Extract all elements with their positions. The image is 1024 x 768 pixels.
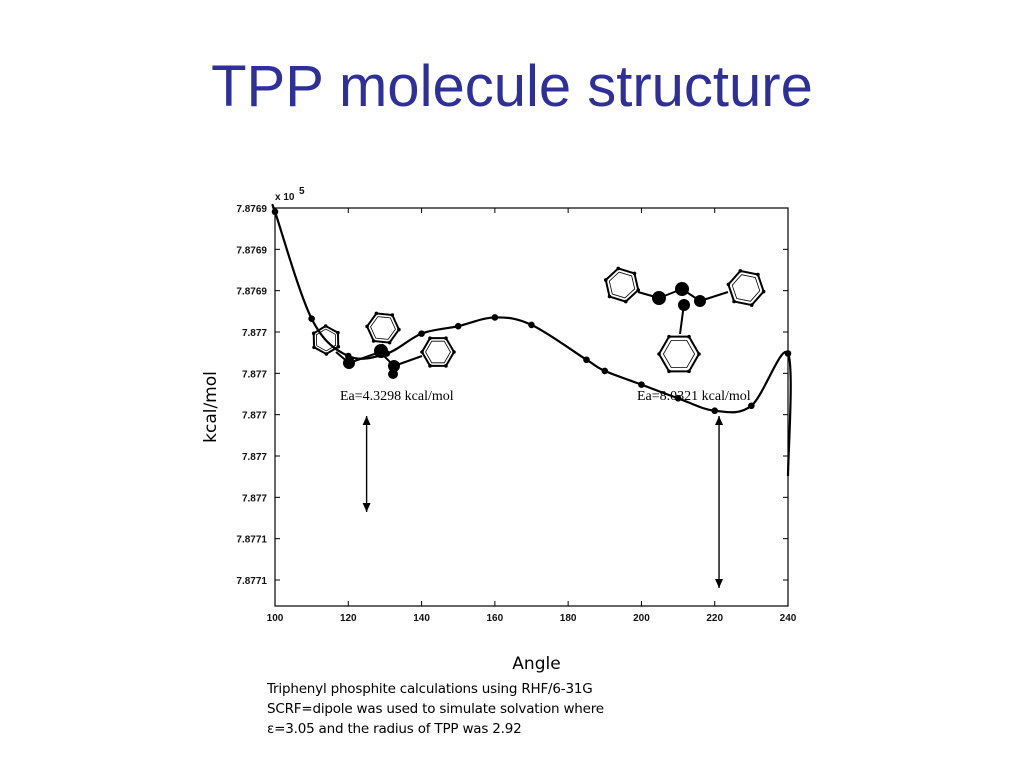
- data-point: [528, 321, 535, 329]
- y-tick-label: 7.8771: [236, 535, 267, 546]
- y-tick-label: 7.8769: [236, 245, 267, 256]
- molecule-right: [603, 266, 766, 374]
- y-tick-label: 7.877: [242, 328, 267, 339]
- data-point: [638, 381, 645, 388]
- y-axis-title: kcal/mol: [201, 371, 221, 443]
- data-point: [383, 350, 391, 357]
- y-tick-label: 7.877: [242, 493, 267, 504]
- y-tick-label: 7.8771: [236, 576, 267, 587]
- data-point: [601, 367, 609, 375]
- x-axis-title: Angle: [512, 654, 560, 674]
- data-point: [454, 322, 462, 330]
- phenyl-ring: [311, 324, 341, 356]
- activation-energy-label-1: Ea=4.3298 kcal/mol: [340, 389, 454, 404]
- phenyl-ring: [726, 269, 766, 307]
- energy-curve: [271, 203, 792, 477]
- x-tick-label: 240: [780, 613, 797, 624]
- arrowhead-down-1: [362, 503, 371, 512]
- data-point: [748, 402, 755, 410]
- phenyl-ring: [365, 311, 401, 345]
- y-multiplier-exponent: 5: [299, 186, 305, 197]
- atom: [678, 299, 690, 311]
- y-multiplier-label: x 10: [275, 192, 295, 203]
- x-tick-label: 160: [487, 613, 504, 624]
- caption-line-3: ε=3.05 and the radius of TPP was 2.92: [267, 721, 522, 737]
- data-point: [583, 356, 590, 364]
- x-tick-label: 100: [267, 613, 284, 624]
- data-point: [344, 352, 352, 360]
- x-tick-label: 140: [413, 613, 430, 624]
- arrowhead-down-2: [715, 579, 724, 588]
- atom: [388, 369, 398, 379]
- caption-line-2: SCRF=dipole was used to simulate solvati…: [267, 701, 604, 717]
- data-point: [491, 314, 499, 321]
- data-point: [784, 350, 792, 357]
- atom: [675, 282, 689, 296]
- data-point: [711, 407, 719, 415]
- plot-frame: [274, 207, 789, 607]
- phenyl-ring: [603, 266, 641, 304]
- data-point: [674, 394, 682, 402]
- x-tick-label: 220: [706, 613, 723, 624]
- atom: [343, 357, 355, 369]
- caption-line-1: Triphenyl phosphite calculations using R…: [267, 681, 593, 697]
- atom: [652, 291, 666, 305]
- y-tick-label: 7.8769: [236, 287, 267, 298]
- y-tick-label: 7.877: [242, 411, 267, 422]
- arrowhead-up-2: [715, 416, 724, 425]
- data-point: [308, 315, 315, 322]
- x-tick-label: 200: [633, 613, 650, 624]
- figure-caption: Triphenyl phosphite calculations using R…: [267, 679, 604, 739]
- data-point: [418, 330, 425, 337]
- y-tick-label: 7.877: [242, 369, 267, 380]
- arrowhead-up-1: [362, 416, 371, 425]
- data-point: [271, 208, 279, 216]
- x-tick-label: 180: [560, 613, 577, 624]
- plot-area: 100 120 140 160 180 200 220 240 7.8769 7.8769 7.87…: [201, 186, 797, 674]
- y-tick-label: 7.877: [242, 452, 267, 463]
- atom: [388, 360, 400, 372]
- atom: [694, 295, 706, 307]
- phenyl-ring: [420, 336, 456, 368]
- y-tick-label: 7.8769: [236, 204, 267, 215]
- phenyl-ring: [657, 334, 701, 374]
- x-tick-label: 120: [340, 613, 357, 624]
- molecule-illustrations: [311, 266, 766, 379]
- slide-title: TPP molecule structure: [211, 54, 813, 119]
- molecule-left: [311, 311, 456, 379]
- activation-energy-label-2: Ea=8.0321 kcal/mol: [637, 389, 751, 404]
